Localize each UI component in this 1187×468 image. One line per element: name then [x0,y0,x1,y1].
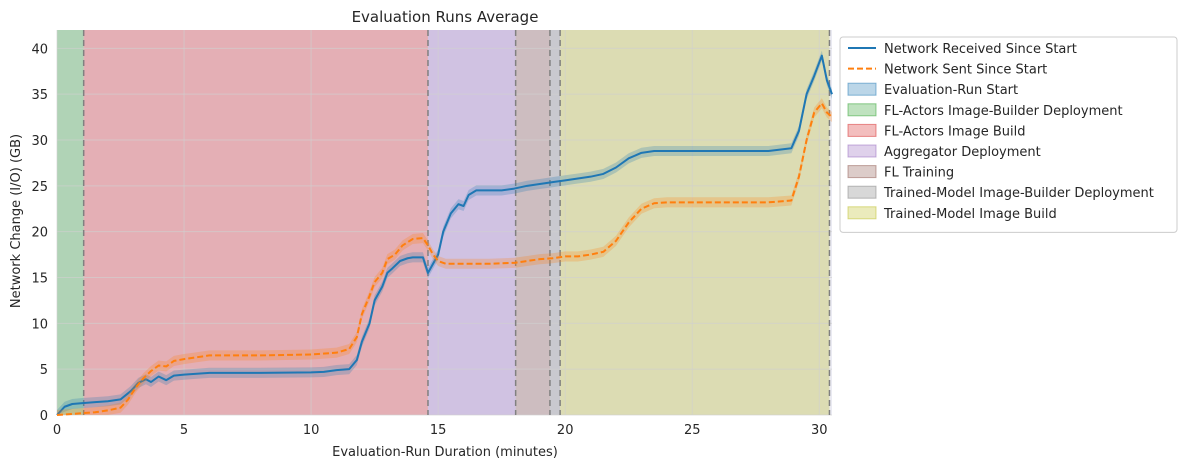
y-tick-label-0: 0 [40,409,48,424]
y-tick-label-4: 20 [31,226,48,241]
legend-swatch-phase-3 [847,144,877,158]
legend-swatch-phase-4 [847,165,877,179]
phase-span-6 [560,30,830,415]
x-tick-label-2: 10 [303,423,320,438]
phase-span-3 [427,30,516,415]
x-tick-label-3: 15 [430,423,447,438]
legend-swatch-phase-5 [847,185,877,199]
series-line-1 [56,102,833,416]
series-line-0 [56,54,833,416]
legend-label-phase-2: FL-Actors Image Build [884,124,1026,139]
y-tick-label-5: 25 [31,180,48,195]
x-axis-label: Evaluation-Run Duration (minutes) [332,445,558,460]
plot-area: 0 5 10 15 20 25 30 0 5 10 15 20 25 30 35 40 [31,30,833,438]
x-tick-label-1: 5 [180,423,188,438]
legend-label-series-1: Network Sent Since Start [884,63,1047,78]
chart-title: Evaluation Runs Average [352,8,539,26]
legend-label-phase-5: Trained-Model Image-Builder Deployment [883,186,1154,201]
phase-span-1 [57,30,84,415]
y-tick-label-6: 30 [31,134,48,149]
legend-label-phase-6: Trained-Model Image Build [883,207,1057,222]
legend-swatch-phase-6 [847,206,877,220]
y-tick-label-3: 15 [31,272,48,287]
legend-label-phase-0: Evaluation-Run Start [884,83,1018,98]
legend-frame [839,36,1178,233]
y-tick-label-1: 5 [40,363,48,378]
legend-swatch-phase-1 [847,103,877,117]
x-tick-label-0: 0 [53,423,61,438]
legend: Network Received Since Start Network Sent… [839,36,1178,233]
y-tick-label-8: 40 [31,42,48,57]
x-tick-label-4: 20 [557,423,574,438]
phase-span-4 [515,30,550,415]
y-tick-label-7: 35 [31,88,48,103]
y-tick-label-2: 10 [31,317,48,332]
phase-span-5 [549,30,561,415]
series-band-0 [57,50,832,415]
legend-label-phase-1: FL-Actors Image-Builder Deployment [884,104,1123,119]
legend-swatch-phase-0 [847,82,877,96]
x-tick-label-6: 30 [811,423,828,438]
legend-label-phase-3: Aggregator Deployment [884,145,1041,160]
legend-swatch-phase-2 [847,123,877,137]
x-tick-label-5: 25 [684,423,701,438]
legend-label-phase-4: FL Training [884,166,954,181]
y-axis-label: Network Change (I/O) (GB) [9,134,24,308]
legend-label-series-0: Network Received Since Start [884,42,1077,57]
